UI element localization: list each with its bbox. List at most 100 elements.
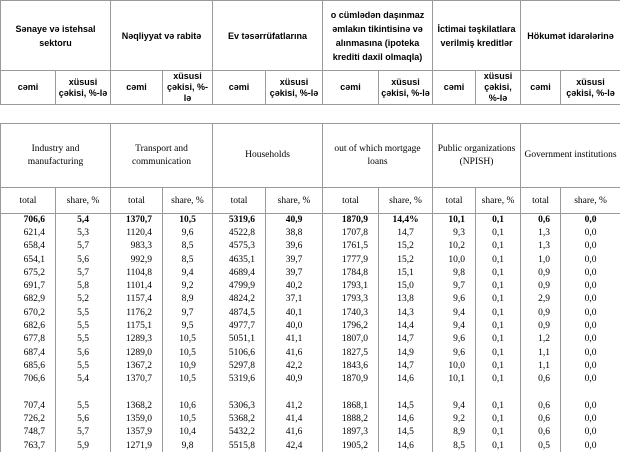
cell: 5432,2: [212, 425, 266, 440]
cell: 0,0: [560, 319, 620, 333]
cell: 1289,3: [110, 332, 163, 346]
cell: 5106,6: [212, 345, 266, 360]
cell: 0,0: [560, 279, 620, 293]
cell: 0,6: [520, 399, 561, 413]
cell: 5,5: [55, 332, 111, 346]
cell: 14,5: [378, 425, 433, 440]
subheader: cəmi: [520, 70, 562, 105]
cell: 41,1: [265, 332, 323, 346]
empty-cell: [55, 385, 111, 400]
cell: 0,6: [520, 425, 561, 440]
cell: 5297,8: [212, 359, 266, 373]
cell: 10,1: [432, 213, 476, 227]
cell: 1176,2: [110, 306, 163, 320]
cell: 5515,8: [212, 439, 266, 453]
cell: 0,1: [475, 306, 521, 320]
empty-cell: [475, 385, 521, 400]
cell: 9,4: [432, 399, 476, 413]
cell: 10,4: [162, 425, 213, 440]
header-row: Industry and manufacturing Transport and …: [0, 123, 620, 188]
cell: 5368,2: [212, 412, 266, 426]
subheader-row: cəmi xüsusi çəkisi, %-lə cəmi xüsusi çəkisi…: [0, 70, 620, 105]
cell: 5,5: [55, 359, 111, 373]
cell: 5,7: [55, 239, 111, 253]
cell: 5,3: [55, 226, 111, 240]
empty-cell: [378, 385, 433, 400]
cell: 1,1: [520, 345, 561, 360]
cell: 9,6: [432, 332, 476, 346]
cell: 1777,9: [322, 252, 379, 267]
cell: 0,0: [560, 292, 620, 307]
cell: 1827,5: [322, 345, 379, 360]
data-row: 707,4 5,5 1368,2 10,6 5306,3 41,2 1868,1 14,5 9,…: [0, 399, 620, 413]
subheader: share, %: [560, 187, 620, 214]
cell: 10,6: [162, 399, 213, 413]
cell: 39,7: [265, 252, 323, 267]
cell: 0,0: [560, 226, 620, 240]
data-row: 763,7 5,9 1271,9 9,8 5515,8 42,4 1905,2 14,6 8,5…: [0, 439, 620, 453]
data-row: 682,6 5,5 1175,1 9,5 4977,7 40,0 1796,2 14,4 9,4…: [0, 319, 620, 333]
cell: 14,9: [378, 345, 433, 360]
cell: 1761,5: [322, 239, 379, 253]
cell: 0,1: [475, 332, 521, 346]
cell: 0,0: [560, 412, 620, 426]
group-header: Transport and communication: [109, 123, 214, 188]
cell: 15,1: [378, 266, 433, 280]
cell: 0,0: [560, 213, 620, 227]
empty-cell: [432, 385, 476, 400]
data-row: 654,1 5,6 992,9 8,5 4635,1 39,7 1777,9 15,2 10,0…: [0, 252, 620, 267]
empty-cell: [265, 385, 323, 400]
group-header: Industry and manufacturing: [0, 123, 111, 188]
cell: 5,2: [55, 292, 111, 307]
subheader: total: [322, 187, 380, 214]
subheader: total: [212, 187, 267, 214]
cell: 10,1: [432, 372, 476, 386]
cell: 40,2: [265, 279, 323, 293]
subheader: cəmi: [322, 70, 380, 105]
en-header: Industry and manufacturing Transport and …: [0, 123, 620, 214]
cell: 0,1: [475, 266, 521, 280]
subheader: xüsusi çəkisi, %-lə: [55, 70, 111, 105]
cell: 983,3: [110, 239, 163, 253]
cell: 8,9: [432, 425, 476, 440]
cell: 1870,9: [322, 213, 379, 227]
cell: 1157,4: [110, 292, 163, 307]
cell: 1796,2: [322, 319, 379, 333]
cell: 5,5: [55, 306, 111, 320]
subheader: xüsusi çəkisi, %-lə: [378, 70, 434, 105]
data-row: 706,6 5,4 1370,7 10,5 5319,6 40,9 1870,9 14,6 10…: [0, 372, 620, 386]
group-header: Households: [212, 123, 324, 188]
cell: 1370,7: [110, 372, 163, 386]
cell: 10,0: [432, 359, 476, 373]
cell: 5,8: [55, 279, 111, 293]
cell: 8,5: [162, 239, 213, 253]
data-row: 677,8 5,5 1289,3 10,5 5051,1 41,1 1807,0 14,7 9,…: [0, 332, 620, 346]
cell: 1359,0: [110, 412, 163, 426]
cell: 1,3: [520, 226, 561, 240]
cell: 0,1: [475, 292, 521, 307]
cell: 9,2: [162, 279, 213, 293]
cell: 1289,0: [110, 345, 163, 360]
cell: 2,9: [520, 292, 561, 307]
data-row: 691,7 5,8 1101,4 9,2 4799,9 40,2 1793,1 15,0 9,7…: [0, 279, 620, 293]
subheader: total: [520, 187, 562, 214]
cell: 8,5: [162, 252, 213, 267]
cell: 1807,0: [322, 332, 379, 346]
subheader: cəmi: [432, 70, 477, 105]
cell: 0,1: [475, 439, 521, 453]
cell: 0,0: [560, 359, 620, 373]
data-table: 706,6 5,4 1370,7 10,5 5319,6 40,9 1870,9 14,4% 1…: [0, 213, 620, 453]
cell: 39,7: [265, 266, 323, 280]
cell: 0,1: [475, 239, 521, 253]
cell: 0,9: [520, 306, 561, 320]
cell: 38,8: [265, 226, 323, 240]
cell: 4799,9: [212, 279, 266, 293]
cell: 0,0: [560, 266, 620, 280]
cell: 5,6: [55, 412, 111, 426]
group-header: İctimai təşkilatlara verilmiş kreditlər: [432, 0, 522, 71]
cell: 0,0: [560, 372, 620, 386]
cell: 677,8: [0, 332, 56, 346]
cell: 9,4: [162, 266, 213, 280]
cell: 9,6: [162, 226, 213, 240]
